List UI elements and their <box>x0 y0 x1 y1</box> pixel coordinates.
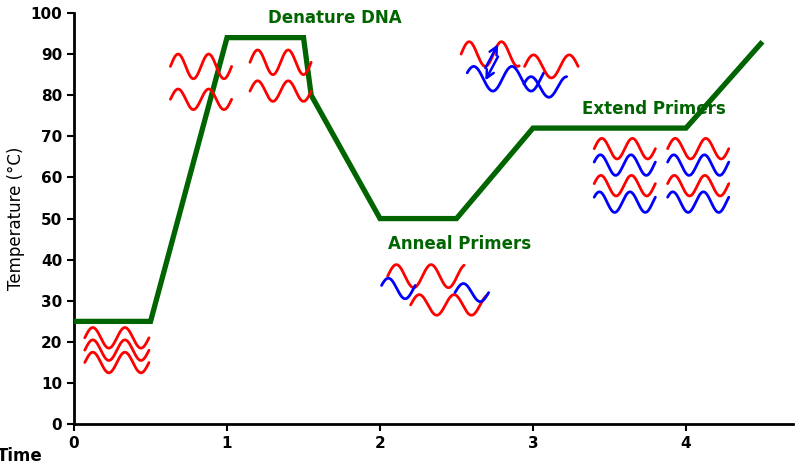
X-axis label: Time: Time <box>0 447 43 465</box>
Y-axis label: Temperature (°C): Temperature (°C) <box>7 147 25 290</box>
Text: Extend Primers: Extend Primers <box>582 100 726 118</box>
Text: Anneal Primers: Anneal Primers <box>388 235 530 253</box>
Text: Denature DNA: Denature DNA <box>268 9 402 27</box>
